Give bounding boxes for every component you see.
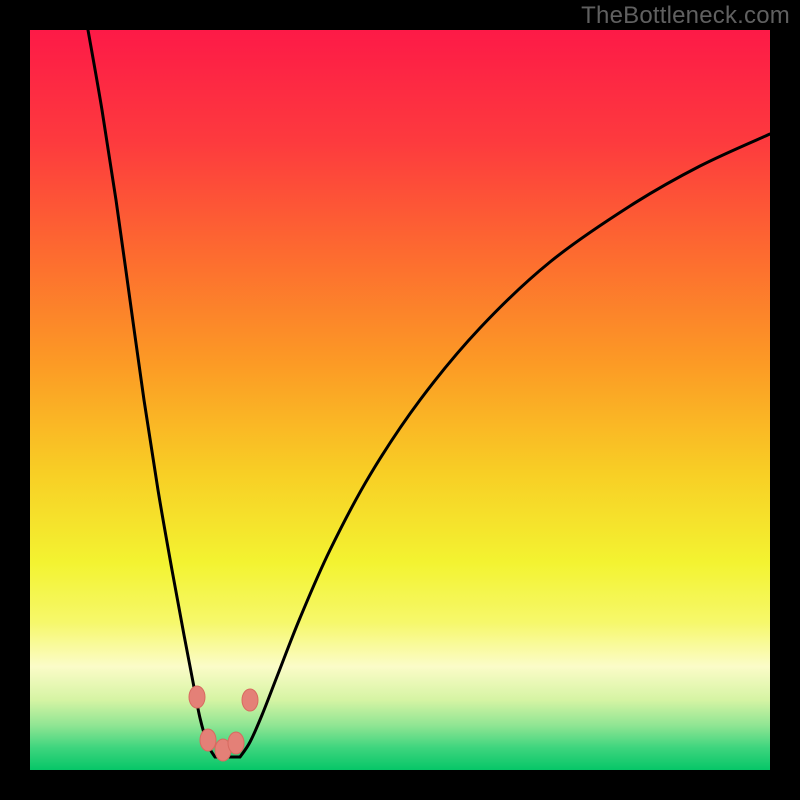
marker-point xyxy=(242,689,258,711)
curve-left-branch xyxy=(88,30,215,757)
marker-point xyxy=(189,686,205,708)
chart-frame: TheBottleneck.com xyxy=(0,0,800,800)
plot-area xyxy=(30,30,770,770)
marker-point xyxy=(228,732,244,754)
curve-layer xyxy=(30,30,770,770)
curve-right-branch xyxy=(240,134,770,757)
marker-group xyxy=(189,686,258,761)
watermark-text: TheBottleneck.com xyxy=(581,2,790,30)
marker-point xyxy=(200,729,216,751)
